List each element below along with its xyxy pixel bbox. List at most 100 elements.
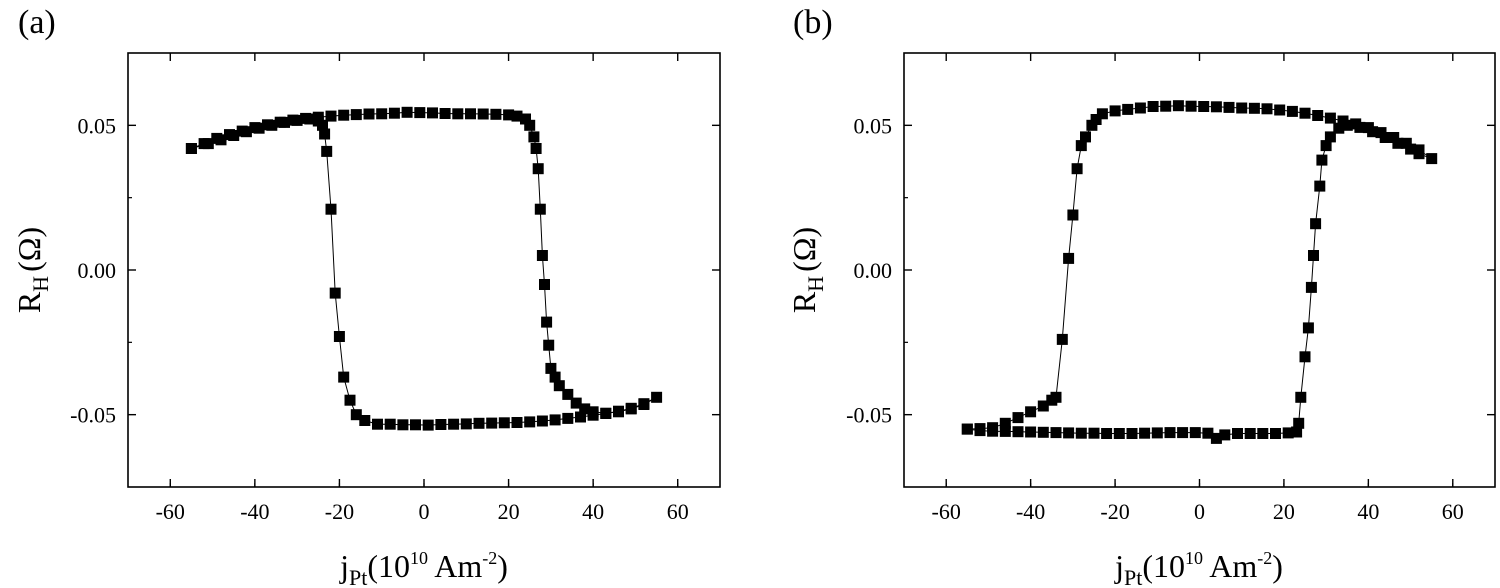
panel-b-data-point xyxy=(987,422,999,434)
panel-a-data-point xyxy=(266,119,278,131)
panel-a-data-point xyxy=(435,419,447,430)
panel-b-data-point xyxy=(1413,144,1425,156)
panel-a-data-point xyxy=(486,417,498,429)
panel-b-y-axis-title: RH(Ω) xyxy=(786,227,828,313)
panel-b-x-tick-label: 60 xyxy=(1442,499,1464,524)
panel-b-data-point xyxy=(1302,322,1314,334)
panel-b-y-tick-label: 0.05 xyxy=(854,113,893,138)
panel-b-data-point xyxy=(1219,429,1231,441)
panel-a-y-tick-label: 0.05 xyxy=(78,113,117,138)
panel-a-data-point xyxy=(372,418,383,430)
panel-a-data-point xyxy=(388,107,400,119)
panel-b-data-point xyxy=(1037,400,1049,412)
panel-b-data-point xyxy=(1324,131,1336,143)
panel-a-data-point xyxy=(319,128,331,140)
panel-a-data-point xyxy=(228,130,240,141)
panel-a-x-tick-label: 0 xyxy=(419,499,430,524)
panel-a-data-point xyxy=(397,419,409,431)
panel-b-data-point xyxy=(1122,103,1134,115)
panel-b-data-point xyxy=(1172,100,1184,112)
panel-b-data-point xyxy=(1046,394,1058,406)
panel-b-x-tick-label: 20 xyxy=(1273,499,1295,524)
panel-b-data-point xyxy=(1210,432,1222,444)
panel-b-data-point xyxy=(1050,427,1062,439)
panel-b-data-point xyxy=(1270,428,1281,439)
panel-b-data-point xyxy=(1257,428,1269,439)
panel-b-x-tick-label: 40 xyxy=(1357,499,1379,524)
panel-b-data-point xyxy=(1101,428,1113,439)
panel-b-data-point xyxy=(1316,154,1328,166)
panel-a-data-point xyxy=(625,402,637,414)
panel-b-data-point xyxy=(1096,108,1108,120)
panel-b-data-point xyxy=(1063,427,1075,439)
panel-a-data-point xyxy=(524,416,536,428)
panel-b-data-point xyxy=(1299,107,1311,119)
panel-b-data-point xyxy=(1147,101,1159,112)
panel-a-label: (a) xyxy=(18,4,56,41)
panel-a-y-tick-label: 0.00 xyxy=(78,258,117,283)
panel-a-data-point xyxy=(363,108,375,120)
panel-b-data-point xyxy=(1025,426,1037,438)
panel-a-data-point xyxy=(600,408,612,419)
panel-b-data-point xyxy=(1350,118,1362,130)
panel-a-y-axis-title: RH(Ω) xyxy=(11,227,53,313)
panel-b-y-tick-label: 0.00 xyxy=(854,258,893,283)
panel-b-data-point xyxy=(1012,426,1024,438)
panel-b-data-point xyxy=(1185,100,1197,112)
panel-a-data-point xyxy=(410,419,421,431)
panel-a-y-tick-label: -0.05 xyxy=(70,403,116,428)
panel-a-data-point xyxy=(401,106,413,118)
panel-a-data-point xyxy=(359,415,371,426)
panel-a-data-point xyxy=(528,131,540,143)
panel-a-data-point xyxy=(338,371,350,383)
panel-a-data-point xyxy=(279,116,290,128)
panel-a-data-point xyxy=(460,418,472,430)
panel-a-data-point xyxy=(202,138,214,150)
panel-a: (a) -60 -40 -20 0 20 40 60 -0.05 0.00 0.05 jPt(10… xyxy=(11,4,721,588)
panel-b-data-point xyxy=(1037,426,1049,438)
panel-a-series-line xyxy=(191,111,657,426)
panel-a-data-point xyxy=(422,419,434,431)
panel-b-x-tick-label: 0 xyxy=(1194,499,1205,524)
panel-a-data-point xyxy=(325,110,337,122)
panel-a-data-point xyxy=(562,388,574,400)
panel-a-x-tick-label: -60 xyxy=(156,499,185,524)
panel-b-data-point xyxy=(1244,428,1256,439)
panel-b-data-point xyxy=(1198,101,1210,112)
panel-b-data-point xyxy=(1400,137,1412,149)
panel-b-data-point xyxy=(1177,427,1189,439)
panel-a-data-point xyxy=(562,412,574,424)
panel-b-data-point xyxy=(1305,281,1317,293)
panel-b-data-point xyxy=(1151,427,1163,439)
panel-a-data-point xyxy=(534,203,546,215)
panel-b-data-point xyxy=(1232,428,1243,439)
panel-a-data-point xyxy=(439,108,451,119)
panel-a-data-point xyxy=(465,108,476,120)
panel-b-data-point xyxy=(999,425,1011,437)
panel-b-data-point xyxy=(1248,102,1260,114)
panel-a-data-point xyxy=(350,109,362,121)
panel-a-data-point xyxy=(541,316,553,328)
panel-a-data-point xyxy=(575,411,586,423)
panel-a-data-point xyxy=(452,108,464,120)
panel-a-x-tick-label: 60 xyxy=(667,499,689,524)
panel-b-label: (b) xyxy=(793,4,833,41)
panel-b: (b) -60 -40 -20 0 20 40 60 -0.05 0.00 0.05 jPt(10… xyxy=(786,4,1496,588)
panel-b-data-point xyxy=(1189,427,1201,439)
panel-b-data-point xyxy=(1308,250,1319,261)
panel-b-data-point xyxy=(1295,391,1307,403)
panel-a-data-point xyxy=(511,110,523,122)
panel-b-data-point xyxy=(1293,417,1305,429)
panel-a-data-point xyxy=(524,119,536,131)
panel-b-data-point xyxy=(1090,114,1102,125)
panel-a-data-point xyxy=(539,279,550,290)
panel-a-x-tick-label: 40 xyxy=(582,499,604,524)
panel-a-data-point xyxy=(511,417,523,428)
panel-a-data-point xyxy=(291,114,303,126)
panel-a-data-point xyxy=(613,405,624,417)
panel-a-x-tick-label: -40 xyxy=(240,499,269,524)
panel-b-data-point xyxy=(1067,209,1079,221)
panel-b-data-point xyxy=(1113,428,1125,439)
panel-b-data-point xyxy=(1080,131,1091,143)
panel-a-data-point xyxy=(532,163,544,175)
